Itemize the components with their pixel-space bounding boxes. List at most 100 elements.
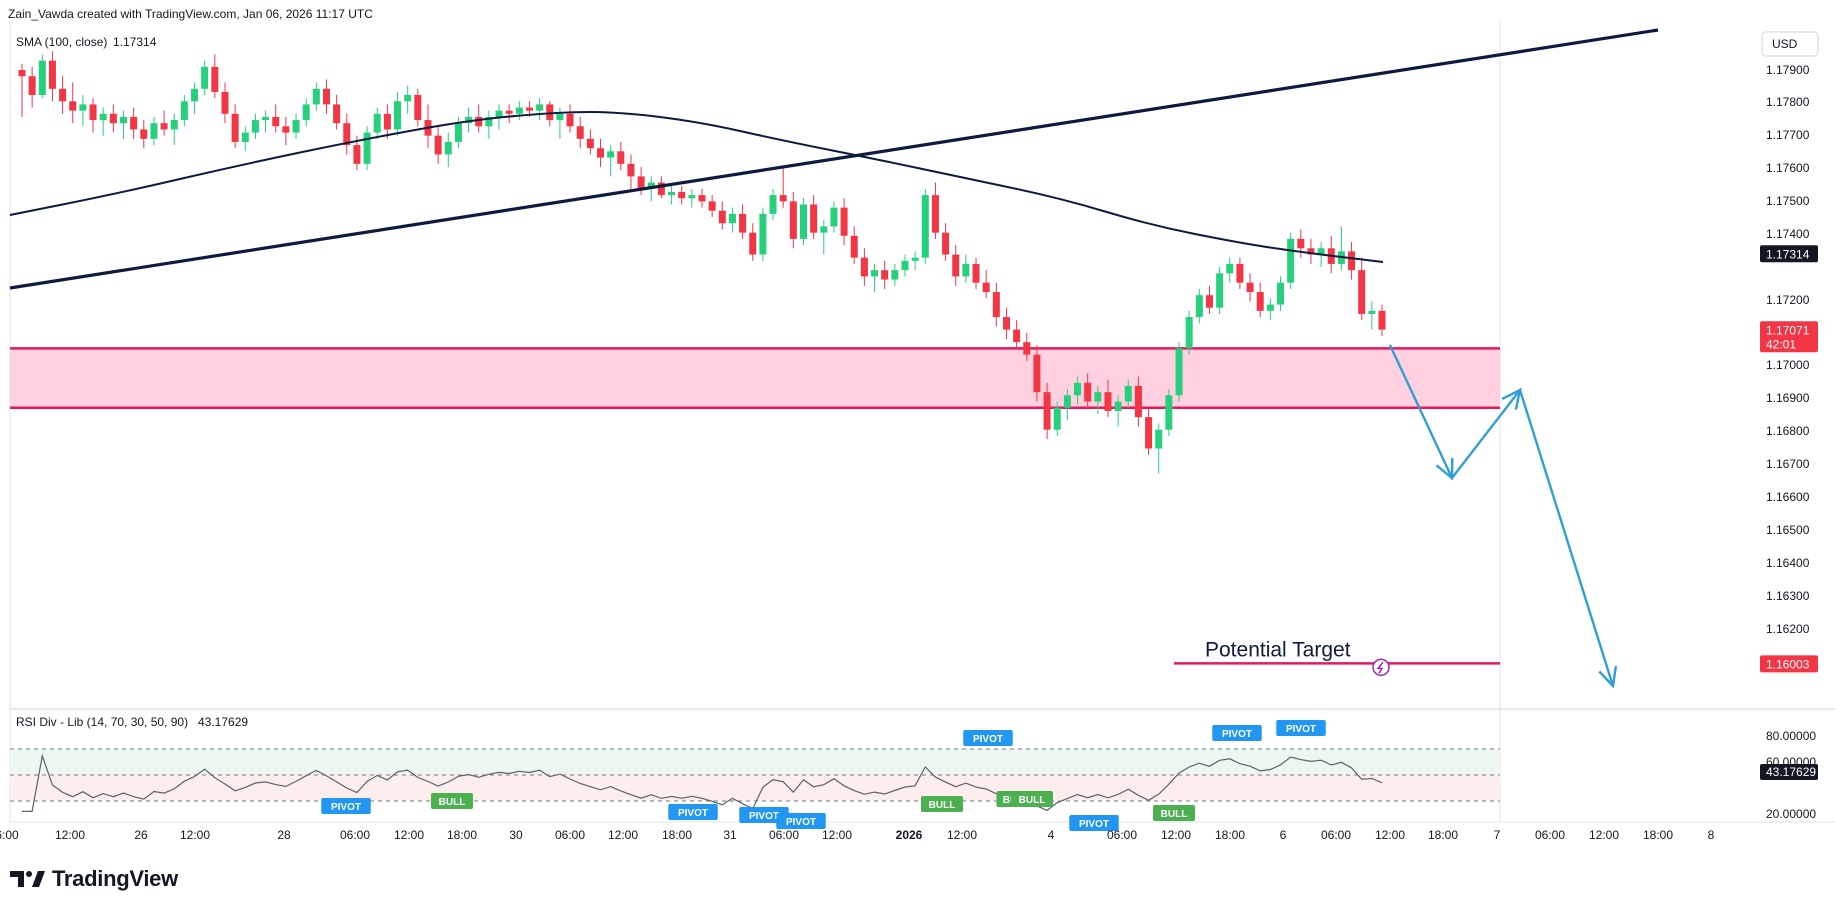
candle bbox=[972, 257, 980, 289]
candle-body bbox=[383, 113, 391, 130]
rsi-axis-80: 80.00000 bbox=[1766, 729, 1816, 743]
projection-path[interactable] bbox=[1388, 344, 1618, 689]
rsi-signal-badge bbox=[431, 793, 473, 809]
candle bbox=[1124, 379, 1132, 408]
candle-body bbox=[119, 116, 127, 124]
candle-body bbox=[262, 116, 270, 121]
candle-body bbox=[597, 148, 605, 158]
candle-body bbox=[617, 151, 625, 164]
candle-body bbox=[942, 232, 950, 255]
rsi-value-tag[interactable] bbox=[1760, 764, 1818, 780]
sma-legend-value: 1.17314 bbox=[113, 35, 157, 49]
rsi-signal-text: BULL bbox=[1161, 809, 1188, 820]
candle-body bbox=[302, 104, 310, 121]
legend: SMA (100, close) 1.17314 bbox=[16, 35, 157, 49]
candle-body bbox=[180, 101, 188, 121]
rsi-signal-pivot[interactable]: PIVOT bbox=[963, 730, 1013, 746]
sma-price-tag[interactable]: 1.17314 bbox=[1760, 245, 1818, 263]
price-tick-label: 1.17900 bbox=[1766, 63, 1810, 77]
rsi-signal-pivot[interactable]: PIVOT bbox=[321, 798, 371, 814]
candle-body bbox=[1145, 417, 1153, 449]
candle bbox=[119, 110, 127, 139]
candle bbox=[1256, 282, 1264, 318]
sma-legend-label: SMA (100, close) bbox=[16, 35, 107, 49]
last-price-tag-countdown: 42:01 bbox=[1766, 337, 1796, 351]
target-price-tag[interactable]: 1.16003 bbox=[1760, 655, 1818, 673]
rsi-signal-bull[interactable]: BULL bbox=[921, 796, 963, 812]
ascending-trendline[interactable] bbox=[9, 28, 1659, 290]
candle-body bbox=[891, 270, 899, 280]
target-price-tag-text: 1.16003 bbox=[1766, 657, 1810, 671]
time-tick-label: 12:00 bbox=[394, 828, 424, 842]
rsi-signal-badge bbox=[321, 798, 371, 814]
candle bbox=[901, 254, 909, 277]
candle bbox=[180, 95, 188, 127]
rsi-signal-bull[interactable]: BULL bbox=[1153, 805, 1195, 821]
candle bbox=[1236, 257, 1244, 289]
candle bbox=[830, 201, 838, 233]
rsi-signal-pivot[interactable]: PIVOT bbox=[1212, 725, 1262, 741]
candle bbox=[59, 76, 67, 114]
alert-icon[interactable] bbox=[1372, 658, 1390, 677]
candle-body bbox=[221, 91, 229, 114]
rsi-pane[interactable]: RSI Div - Lib (14, 70, 30, 50, 90) 43.176… bbox=[10, 715, 1818, 831]
candle-body bbox=[698, 195, 706, 202]
candle-body bbox=[1013, 329, 1021, 343]
candle-body bbox=[1002, 317, 1010, 330]
candle-body bbox=[28, 76, 36, 96]
drawings[interactable]: Potential Target bbox=[9, 28, 1659, 689]
sma-100-line[interactable] bbox=[9, 110, 1384, 263]
supply-demand-zone[interactable] bbox=[10, 347, 1500, 410]
candle-body bbox=[1114, 401, 1122, 411]
rsi-signal-text: PIVOT bbox=[786, 817, 816, 828]
candle bbox=[312, 82, 320, 111]
candle bbox=[779, 166, 787, 208]
rsi-signal-bull[interactable]: BULL bbox=[1011, 791, 1053, 807]
price-axis[interactable]: USD 1.17900 1.17800 1.17700 1.17600 1.17500 1.… bbox=[1760, 31, 1819, 673]
candle-body bbox=[475, 116, 483, 127]
time-tick-label: 06:00 bbox=[1535, 828, 1565, 842]
rsi-signal-badge bbox=[1212, 725, 1262, 741]
candle bbox=[799, 198, 807, 246]
candle bbox=[211, 54, 219, 99]
tv-logo-icon bbox=[10, 871, 45, 887]
candle bbox=[718, 201, 726, 230]
candle bbox=[1033, 345, 1041, 402]
rsi-signal-text: PIVOT bbox=[331, 802, 361, 813]
candle bbox=[1094, 385, 1102, 415]
candle bbox=[627, 154, 635, 189]
candle-body bbox=[820, 226, 828, 233]
candle-body bbox=[728, 213, 736, 224]
tradingview-logo[interactable]: TradingView bbox=[10, 866, 178, 892]
rsi-signal-badge bbox=[921, 796, 963, 812]
candle bbox=[282, 116, 290, 146]
rsi-signal-pivot[interactable]: PIVOT bbox=[668, 804, 718, 820]
price-tick-label: 1.16700 bbox=[1766, 457, 1810, 471]
currency-button[interactable] bbox=[1761, 31, 1819, 57]
candle bbox=[505, 104, 513, 124]
candle bbox=[749, 223, 757, 261]
candle-body bbox=[48, 60, 56, 89]
price-tick-label: 1.17400 bbox=[1766, 227, 1810, 241]
candle bbox=[1165, 389, 1173, 436]
rsi-signal-pivot[interactable]: PIVOT bbox=[1276, 720, 1326, 736]
candle-body bbox=[830, 207, 838, 227]
candle bbox=[536, 98, 544, 121]
candle-body bbox=[495, 110, 503, 117]
candle bbox=[262, 110, 270, 133]
candle bbox=[434, 126, 442, 164]
time-tick-label: 12:00 bbox=[947, 828, 977, 842]
candle bbox=[1307, 238, 1315, 264]
rsi-lower-band bbox=[10, 775, 1500, 801]
time-tick-label: 12:00 bbox=[1589, 828, 1619, 842]
candle-body bbox=[931, 195, 939, 233]
rsi-signal-pivot[interactable]: PIVOT bbox=[776, 813, 826, 829]
candle-body bbox=[89, 104, 97, 121]
candle-body bbox=[282, 126, 290, 133]
candle-body bbox=[972, 263, 980, 283]
rsi-signal-pivot[interactable]: PIVOT bbox=[1069, 815, 1119, 831]
time-axis[interactable]: 6:00 12:00 26 12:00 28 06:00 12:00 18:00 30 06:00… bbox=[0, 828, 1715, 842]
rsi-signal-bull[interactable]: BULL bbox=[431, 793, 473, 809]
